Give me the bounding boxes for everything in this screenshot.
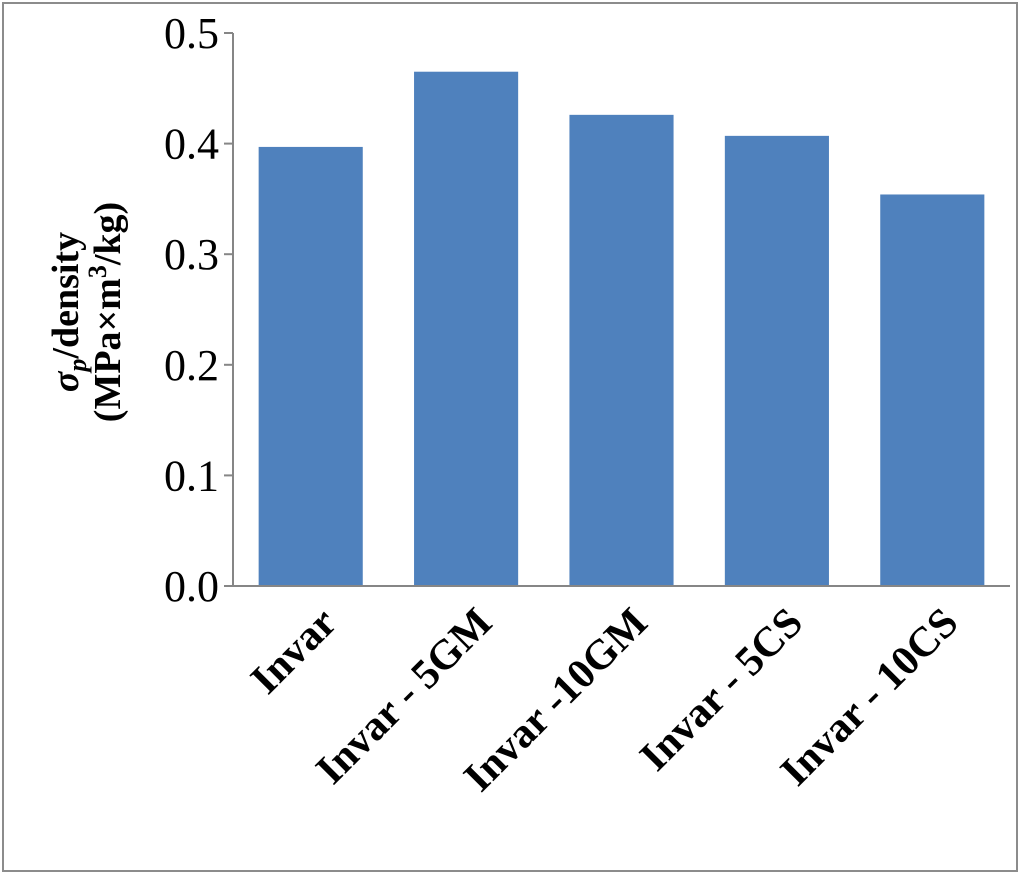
bar bbox=[414, 71, 519, 586]
y-tick-label: 0.0 bbox=[164, 562, 219, 611]
bar bbox=[258, 146, 363, 586]
bar bbox=[880, 194, 985, 586]
y-axis-title-line2: (MPa×m3/kg) bbox=[83, 202, 129, 422]
bars-layer bbox=[258, 71, 985, 587]
bar bbox=[569, 114, 674, 587]
y-axis-title: σp/density (MPa×m3/kg) bbox=[45, 202, 129, 422]
y-axis-title-line1: σp/density bbox=[45, 232, 92, 392]
y-tick-label: 0.2 bbox=[164, 341, 219, 390]
y-tick-label: 0.1 bbox=[164, 451, 219, 500]
y-tick-label: 0.4 bbox=[164, 120, 219, 169]
axes-layer bbox=[232, 33, 1010, 587]
x-category-label: Invar bbox=[242, 600, 345, 703]
y-tick-label: 0.3 bbox=[164, 230, 219, 279]
bar bbox=[724, 135, 829, 586]
y-ticks-layer: 0.0 0.1 0.2 0.3 0.4 0.5 bbox=[164, 9, 233, 611]
y-tick-label: 0.5 bbox=[164, 9, 219, 58]
